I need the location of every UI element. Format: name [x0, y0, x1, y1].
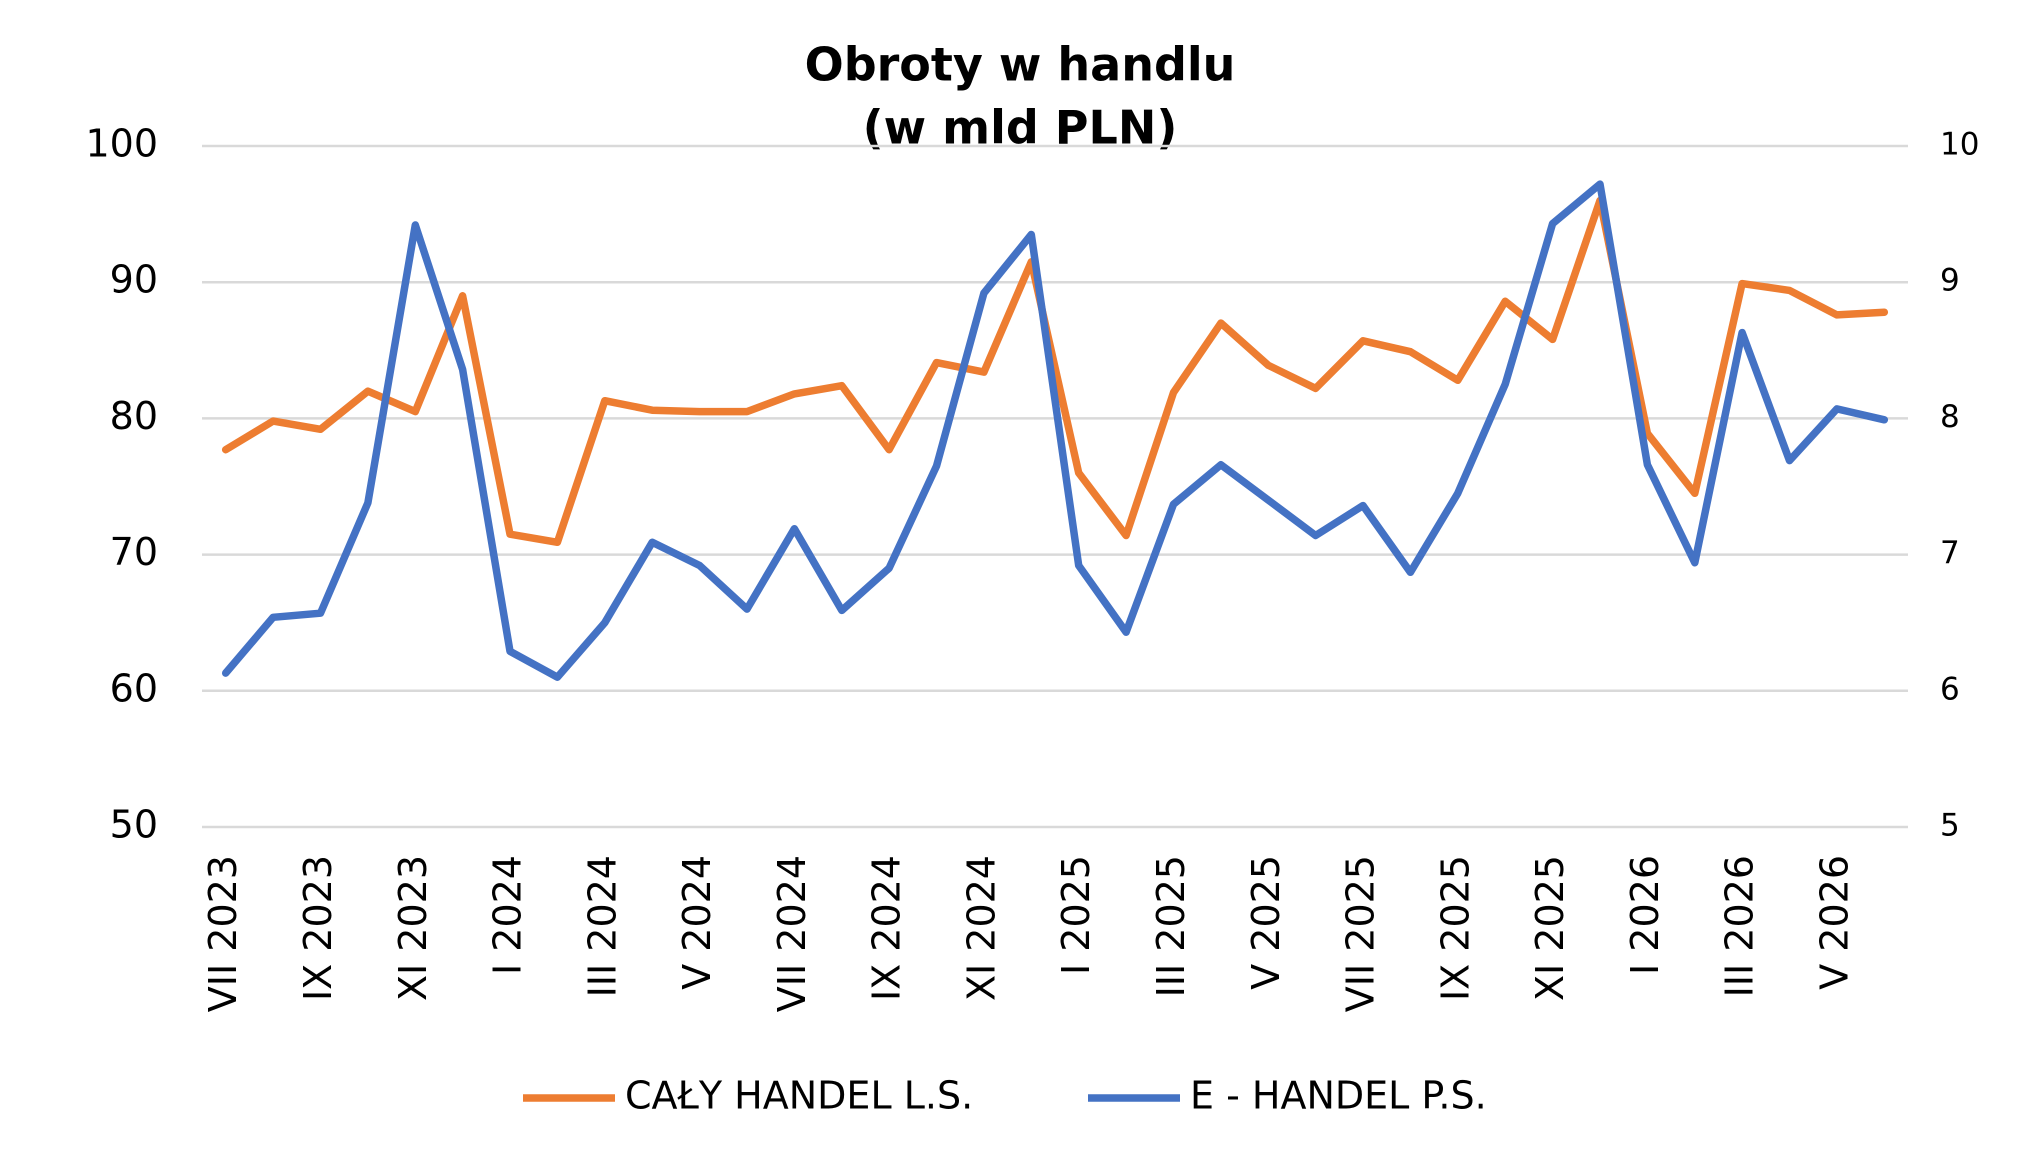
y-tick-label: 80 — [110, 394, 158, 438]
x-tick-label: VII 2025 — [1339, 855, 1383, 1012]
x-tick-label: IX 2025 — [1433, 855, 1477, 1001]
y2-tick-label: 7 — [1940, 535, 1960, 571]
legend-label: E - HANDEL P.S. — [1190, 1074, 1487, 1118]
y-tick-label: 70 — [110, 530, 158, 574]
y2-tick-label: 5 — [1940, 808, 1960, 844]
x-tick-label: I 2025 — [1054, 855, 1098, 975]
legend-label: CAŁY HANDEL L.S. — [625, 1074, 973, 1118]
x-tick-label: V 2026 — [1812, 855, 1856, 990]
x-tick-label: XI 2023 — [391, 855, 435, 1001]
x-tick-label: XI 2024 — [959, 855, 1003, 1001]
x-tick-label: VII 2024 — [770, 855, 814, 1012]
x-tick-label: IX 2024 — [865, 855, 909, 1001]
x-tick-label: VII 2023 — [201, 855, 245, 1012]
y2-tick-label: 6 — [1940, 671, 1960, 707]
y-tick-label: 90 — [110, 258, 158, 302]
x-tick-label: XI 2025 — [1528, 855, 1572, 1001]
chart-title: Obroty w handlu — [805, 38, 1236, 92]
data-line — [221, 180, 1889, 681]
x-tick-label: V 2025 — [1244, 855, 1288, 990]
y2-tick-label: 9 — [1940, 263, 1960, 299]
y-tick-label: 60 — [110, 666, 158, 710]
y2-tick-label: 8 — [1940, 399, 1960, 435]
x-tick-label: V 2024 — [675, 855, 719, 990]
x-tick-label: III 2024 — [580, 855, 624, 997]
y2-tick-label: 10 — [1940, 127, 1979, 163]
y-tick-label: 100 — [85, 122, 158, 166]
x-tick-label: I 2026 — [1623, 855, 1667, 975]
data-line — [221, 196, 1889, 547]
x-tick-label: I 2024 — [486, 855, 530, 975]
x-tick-label: III 2025 — [1149, 855, 1193, 997]
x-tick-label: III 2026 — [1718, 855, 1762, 997]
y-tick-label: 50 — [110, 803, 158, 847]
x-tick-label: IX 2023 — [296, 855, 340, 1001]
